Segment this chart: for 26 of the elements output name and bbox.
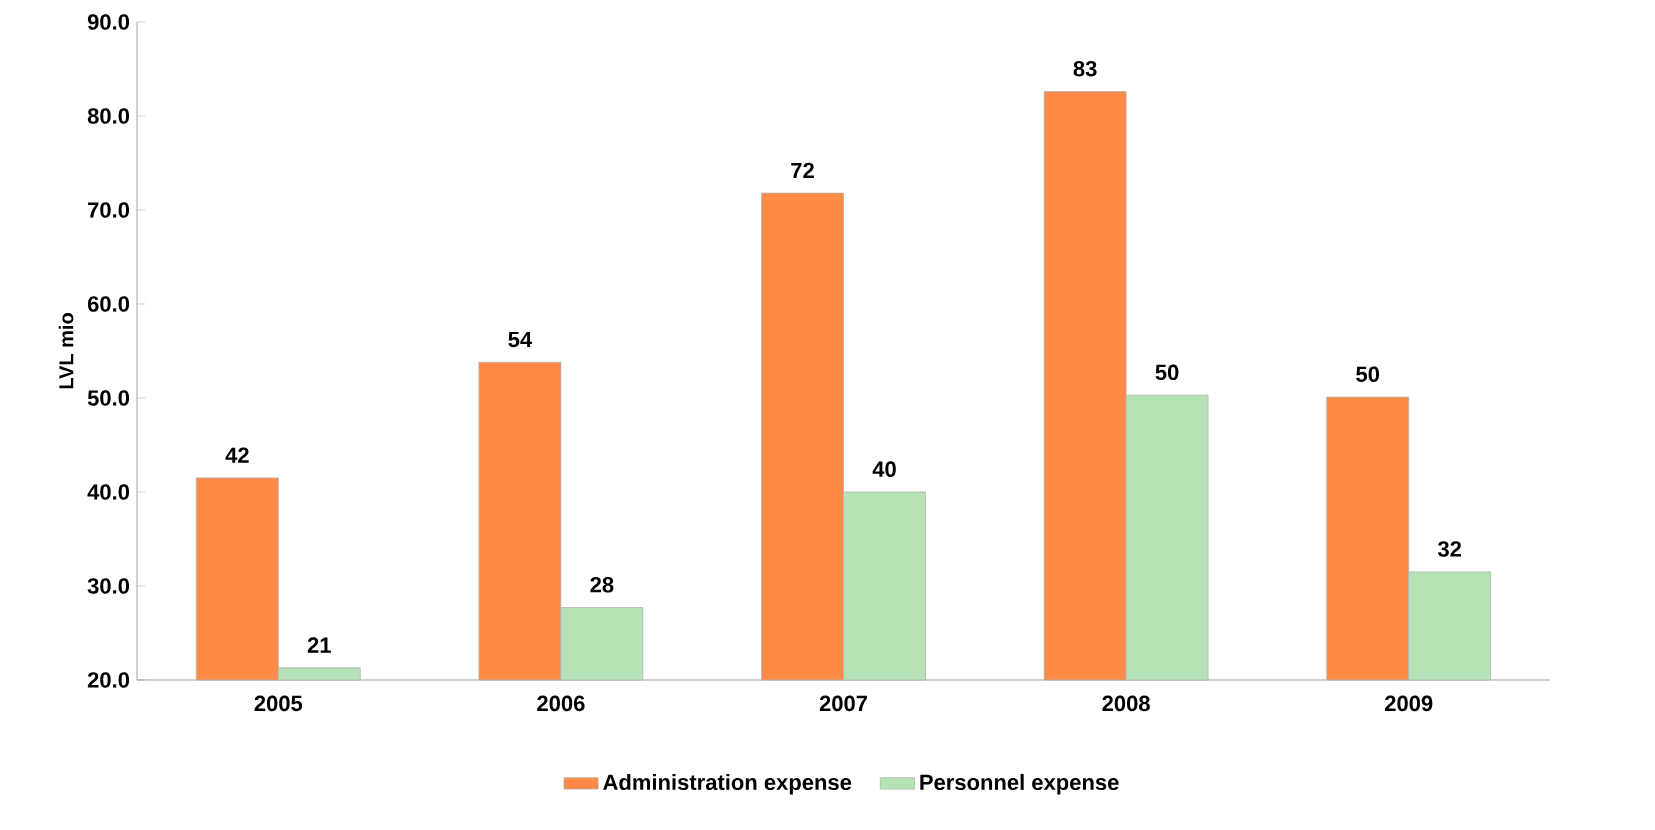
y-tick-label: 90.0 bbox=[87, 14, 130, 30]
x-tick-label: 2005 bbox=[254, 695, 303, 712]
data-label: 42 bbox=[225, 447, 249, 463]
data-label: 83 bbox=[1073, 60, 1097, 77]
y-tick-label: 20.0 bbox=[87, 672, 130, 688]
y-tick-label: 30.0 bbox=[87, 578, 130, 594]
x-tick-label: 2006 bbox=[537, 695, 585, 712]
y-axis-title: LVL mio bbox=[58, 313, 74, 389]
data-label: 54 bbox=[508, 331, 533, 348]
data-label: 28 bbox=[590, 576, 614, 593]
y-tick-label: 70.0 bbox=[88, 202, 130, 218]
data-label: 40 bbox=[872, 461, 896, 477]
x-tick-label: 2007 bbox=[819, 695, 867, 712]
x-tick-label: 2008 bbox=[1102, 695, 1150, 712]
data-label: 50 bbox=[1356, 366, 1380, 382]
y-tick-label: 80.0 bbox=[87, 108, 130, 124]
data-label: 72 bbox=[791, 162, 814, 179]
y-tick-label: 50.0 bbox=[87, 390, 130, 406]
y-tick-label: 40.0 bbox=[87, 484, 130, 500]
data-label: 32 bbox=[1437, 541, 1462, 557]
data-label: 21 bbox=[307, 637, 331, 653]
y-tick-label: 60.0 bbox=[87, 296, 130, 312]
legend-label: Administration expense bbox=[603, 773, 852, 795]
data-label: 50 bbox=[1155, 364, 1179, 381]
legend-label: Personnel expense bbox=[920, 773, 1119, 795]
x-tick-label: 2009 bbox=[1384, 695, 1433, 712]
